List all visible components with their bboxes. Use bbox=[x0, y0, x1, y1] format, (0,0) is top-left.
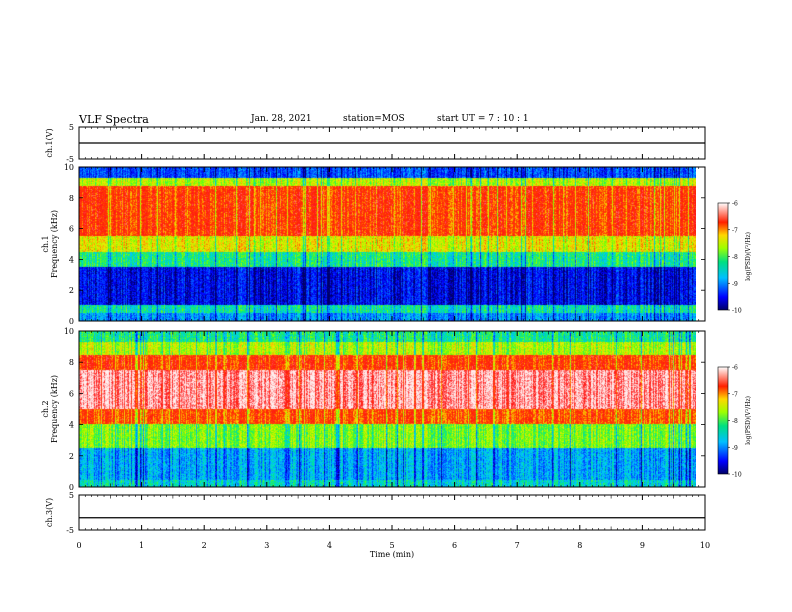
xtick-label: 6 bbox=[452, 541, 457, 550]
date-label: Jan. 28, 2021 bbox=[251, 114, 312, 124]
ytick-label: -5 bbox=[66, 155, 74, 164]
colorbar-ch2 bbox=[717, 366, 729, 475]
xtick-label: 8 bbox=[577, 541, 582, 550]
ytick-label: 8 bbox=[69, 194, 74, 203]
colorbar-tick-label: -10 bbox=[732, 472, 742, 479]
colorbar-tick-label: -8 bbox=[732, 418, 738, 425]
ylabel-channel: ch.1 bbox=[41, 235, 50, 252]
ytick-label: -5 bbox=[66, 526, 74, 535]
colorbar-tick-label: -8 bbox=[732, 254, 738, 261]
colorbar-tick-label: -7 bbox=[732, 227, 738, 234]
xtick-label: 2 bbox=[202, 541, 207, 550]
xtick-label: 3 bbox=[264, 541, 269, 550]
xtick-label: 7 bbox=[515, 541, 520, 550]
ytick-label: 0 bbox=[69, 483, 74, 492]
xtick-label: 1 bbox=[139, 541, 144, 550]
xtick-label: 0 bbox=[76, 541, 81, 550]
start-time-label: start UT = 7 : 10 : 1 bbox=[437, 114, 529, 124]
ytick-label: 10 bbox=[64, 327, 74, 336]
ytick-label: 2 bbox=[69, 452, 74, 461]
xaxis-label: Time (min) bbox=[370, 550, 414, 559]
ylabel-frequency: Frequency (kHz) bbox=[50, 375, 59, 443]
ytick-label: 2 bbox=[69, 286, 74, 295]
ytick-label: 4 bbox=[69, 421, 74, 430]
colorbar-tick-label: -6 bbox=[732, 365, 738, 372]
spectrogram-ch1 bbox=[79, 167, 696, 321]
colorbar-ch1 bbox=[717, 202, 729, 311]
ytick-label: 5 bbox=[69, 123, 74, 132]
xtick-label: 5 bbox=[389, 541, 394, 550]
ylabel-waveform: ch.1(V) bbox=[45, 128, 54, 157]
spectrogram-ch2 bbox=[79, 331, 696, 487]
ylabel-frequency: Frequency (kHz) bbox=[50, 210, 59, 278]
colorbar-tick-label: -7 bbox=[732, 391, 738, 398]
colorbar-tick-label: -9 bbox=[732, 281, 738, 288]
colorbar-label: log(PSD)(V²/Hz) bbox=[745, 232, 752, 281]
ytick-label: 10 bbox=[64, 163, 74, 172]
xtick-label: 4 bbox=[327, 541, 332, 550]
station-label: station=MOS bbox=[343, 114, 405, 124]
colorbar-tick-label: -9 bbox=[732, 445, 738, 452]
ylabel-waveform: ch.3(V) bbox=[45, 498, 54, 527]
ytick-label: 4 bbox=[69, 255, 74, 264]
colorbar-tick-label: -6 bbox=[732, 201, 738, 208]
colorbar-tick-label: -10 bbox=[732, 308, 742, 315]
colorbar-label: log(PSD)(V²/Hz) bbox=[745, 396, 752, 445]
xtick-label: 10 bbox=[700, 541, 710, 550]
ytick-label: 6 bbox=[69, 389, 74, 398]
ytick-label: 0 bbox=[69, 317, 74, 326]
figure-title: VLF Spectra bbox=[79, 113, 149, 126]
panel-frame bbox=[78, 494, 706, 531]
ytick-label: 8 bbox=[69, 358, 74, 367]
ytick-label: 6 bbox=[69, 225, 74, 234]
ylabel-channel: ch.2 bbox=[41, 400, 50, 417]
ytick-label: 5 bbox=[69, 491, 74, 500]
xtick-label: 9 bbox=[640, 541, 645, 550]
